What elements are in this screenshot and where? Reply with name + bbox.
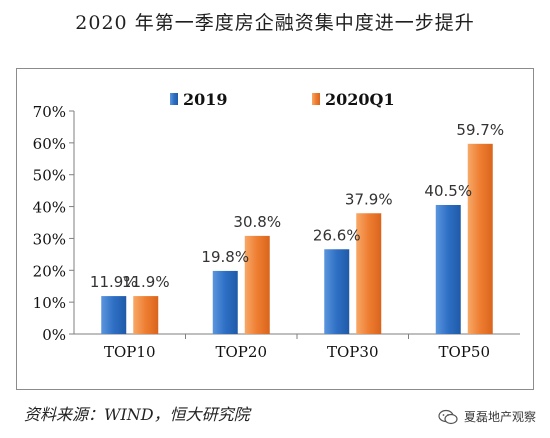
bar-2019-top30 [324,249,350,334]
data-label: 11.9% [90,273,138,291]
bar-2019-top10 [101,296,127,334]
legend-swatch-2019 [170,93,178,105]
bar-2020q1-top20 [244,235,270,334]
legend-label-2020q1: 2020Q1 [325,90,395,109]
bar-2020q1-top10 [133,296,159,334]
bar-2019-top20 [212,270,238,334]
y-tick-label: 50% [33,167,66,185]
legend-label-2019: 2019 [183,90,228,109]
y-tick-label: 30% [33,230,66,248]
bar-2020q1-top50 [467,143,493,334]
y-tick-label: 20% [33,262,66,280]
source-note: 资料来源：WIND，恒大研究院 [24,405,250,424]
data-label: 40.5% [424,182,472,200]
data-label: 59.7% [456,121,504,139]
data-label: 37.9% [345,190,393,208]
y-tick-label: 40% [33,199,66,217]
x-tick-label: TOP30 [327,343,378,361]
watermark-text: 夏磊地产观察 [463,410,536,424]
y-tick-label: 0% [42,326,66,344]
data-label: 19.8% [201,248,249,266]
bar-2020q1-top30 [356,213,382,334]
y-tick-label: 60% [33,135,66,153]
x-tick-label: TOP20 [216,343,267,361]
data-label: 30.8% [233,213,281,231]
data-label: 11.9% [122,273,170,291]
y-tick-label: 10% [33,294,66,312]
y-tick-label: 70% [33,103,66,121]
watermark: 夏磊地产观察 [438,408,536,425]
bar-2019-top50 [435,204,461,334]
x-tick-label: TOP10 [104,343,155,361]
wechat-icon [438,409,458,424]
data-label: 26.6% [313,226,361,244]
x-tick-label: TOP50 [439,343,490,361]
legend-swatch-2020q1 [312,93,320,105]
chart-title: 2020 年第一季度房企融资集中度进一步提升 [75,12,475,34]
